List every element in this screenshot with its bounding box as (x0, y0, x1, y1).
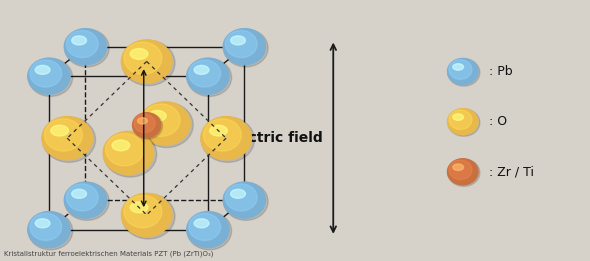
Ellipse shape (224, 182, 268, 220)
Ellipse shape (65, 182, 109, 220)
Ellipse shape (448, 109, 480, 136)
Ellipse shape (201, 117, 254, 162)
Ellipse shape (231, 36, 245, 45)
Ellipse shape (28, 212, 70, 248)
Ellipse shape (122, 40, 175, 86)
Ellipse shape (65, 29, 109, 67)
Ellipse shape (134, 114, 155, 133)
Ellipse shape (225, 31, 257, 57)
Ellipse shape (103, 131, 154, 175)
Ellipse shape (71, 36, 87, 45)
Ellipse shape (71, 189, 87, 198)
Ellipse shape (149, 110, 166, 121)
Ellipse shape (224, 29, 268, 67)
Ellipse shape (223, 29, 266, 65)
Ellipse shape (204, 119, 241, 151)
Ellipse shape (223, 182, 266, 218)
Ellipse shape (133, 113, 161, 138)
Ellipse shape (42, 117, 96, 162)
Ellipse shape (67, 31, 98, 57)
Ellipse shape (186, 58, 229, 94)
Ellipse shape (209, 125, 227, 136)
Ellipse shape (448, 59, 480, 86)
Ellipse shape (194, 219, 209, 228)
Ellipse shape (122, 194, 175, 239)
Ellipse shape (35, 219, 50, 228)
Ellipse shape (189, 213, 221, 240)
Ellipse shape (140, 102, 194, 147)
Ellipse shape (106, 134, 143, 166)
Ellipse shape (122, 40, 172, 83)
Ellipse shape (122, 193, 172, 236)
Ellipse shape (189, 60, 221, 87)
Ellipse shape (30, 213, 62, 240)
Ellipse shape (140, 102, 190, 145)
Ellipse shape (187, 58, 232, 96)
Ellipse shape (231, 189, 245, 198)
Ellipse shape (104, 132, 157, 177)
Ellipse shape (194, 66, 209, 74)
Ellipse shape (448, 159, 480, 186)
Ellipse shape (225, 184, 257, 211)
Ellipse shape (201, 117, 251, 160)
Text: : Zr / Ti: : Zr / Ti (489, 165, 533, 178)
Ellipse shape (137, 118, 148, 124)
Ellipse shape (187, 212, 232, 250)
Ellipse shape (28, 58, 70, 94)
Ellipse shape (44, 119, 83, 151)
Ellipse shape (453, 64, 464, 70)
Ellipse shape (447, 109, 478, 135)
Ellipse shape (449, 110, 472, 129)
Ellipse shape (28, 58, 73, 96)
Ellipse shape (64, 29, 107, 65)
Text: : Pb: : Pb (489, 65, 512, 78)
Text: : O: : O (489, 115, 507, 128)
Ellipse shape (447, 58, 478, 85)
Ellipse shape (35, 66, 50, 74)
Ellipse shape (42, 117, 93, 160)
Ellipse shape (142, 104, 180, 136)
Ellipse shape (64, 182, 107, 218)
Ellipse shape (130, 49, 148, 59)
Ellipse shape (449, 60, 472, 79)
Ellipse shape (130, 202, 148, 213)
Ellipse shape (186, 212, 229, 248)
Ellipse shape (449, 160, 472, 180)
Ellipse shape (447, 159, 478, 185)
Ellipse shape (453, 164, 464, 170)
Ellipse shape (124, 42, 162, 74)
Text: Kristallstruktur ferroelektrischen Materials PZT (Pb (ZrTi)O₃): Kristallstruktur ferroelektrischen Mater… (4, 251, 213, 257)
Ellipse shape (453, 114, 464, 120)
Ellipse shape (28, 212, 73, 250)
Ellipse shape (112, 140, 130, 151)
Ellipse shape (133, 113, 162, 139)
Text: Electric field: Electric field (225, 131, 323, 145)
Ellipse shape (30, 60, 62, 87)
Ellipse shape (67, 184, 98, 211)
Ellipse shape (51, 125, 68, 136)
Ellipse shape (124, 195, 162, 228)
